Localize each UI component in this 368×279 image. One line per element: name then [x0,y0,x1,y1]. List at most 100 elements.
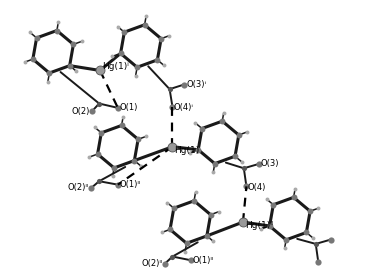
Point [236,133,242,137]
Point [73,69,79,73]
Point [86,155,92,159]
Text: O(2): O(2) [71,107,90,116]
Point [54,28,60,33]
Point [192,190,198,194]
Point [134,65,140,69]
Text: O(3)ⁱ: O(3)ⁱ [186,80,206,89]
Point [182,249,188,254]
Point [33,36,39,40]
Point [192,121,198,125]
Point [313,242,319,246]
Point [78,39,84,44]
Point [210,239,216,244]
Point [256,162,262,166]
Point [159,230,165,235]
Point [162,261,168,266]
Point [187,150,193,155]
Point [121,30,127,34]
Point [164,200,170,205]
Point [181,82,187,87]
Point [292,187,298,191]
Point [158,37,164,41]
Point [270,203,276,207]
Point [115,24,121,29]
Point [210,170,216,174]
Text: O(4): O(4) [248,183,266,192]
Point [142,23,148,27]
Text: O(2)ᴵᴵ: O(2)ᴵᴵ [141,259,162,268]
Point [115,106,121,110]
Text: Hg(1)ᴵᴵ: Hg(1)ᴵᴵ [245,221,273,230]
Text: Hg(1): Hg(1) [174,146,200,155]
Point [89,109,95,114]
Point [232,154,238,158]
Point [131,158,137,163]
Point [92,125,98,129]
Point [310,236,316,240]
Point [240,220,246,224]
Text: Hg(1)ⁱ: Hg(1)ⁱ [102,62,129,71]
Point [118,123,124,128]
Text: O(1)ᴵᴵ: O(1)ᴵᴵ [192,256,214,265]
Text: O(1): O(1) [119,103,138,112]
Point [199,126,205,131]
Text: O(2)ᴵᴵ: O(2)ᴵᴵ [68,183,89,192]
Point [166,33,172,38]
Point [241,166,247,170]
Point [208,212,213,217]
Point [184,241,190,246]
Point [195,148,201,152]
Point [216,210,222,214]
Point [155,58,160,62]
Point [143,14,149,18]
Point [188,258,194,263]
Point [120,115,126,119]
Point [244,184,250,189]
Point [115,182,121,187]
Point [167,227,173,232]
Point [315,260,321,264]
Point [170,254,176,259]
Point [170,145,176,149]
Point [97,68,103,73]
Text: O(1)ᴵᴵ: O(1)ᴵᴵ [119,180,141,189]
Point [95,152,100,156]
Point [118,51,124,56]
Point [307,209,313,213]
Point [315,206,321,210]
Point [138,164,144,168]
Point [143,134,149,139]
Point [98,131,104,135]
Point [219,119,225,123]
Point [135,137,141,141]
Point [291,195,297,199]
Point [328,237,334,242]
Point [221,110,227,115]
Point [170,105,176,109]
Point [161,63,167,68]
Point [45,79,51,84]
Point [46,71,52,75]
Point [171,206,177,210]
Point [212,161,218,166]
Point [30,57,36,61]
Point [110,54,116,59]
Point [259,227,265,231]
Point [110,174,116,179]
Point [239,160,245,164]
Point [27,30,33,35]
Point [133,74,139,78]
Text: O(3): O(3) [261,159,279,169]
Point [88,186,94,190]
Point [264,197,270,201]
Point [56,20,61,24]
Point [282,246,287,251]
Point [111,166,117,170]
Point [204,234,210,238]
Text: O(4)ⁱ: O(4)ⁱ [174,103,194,112]
Point [67,63,72,68]
Point [22,60,28,64]
Point [244,130,250,134]
Point [96,179,102,183]
Point [191,199,197,203]
